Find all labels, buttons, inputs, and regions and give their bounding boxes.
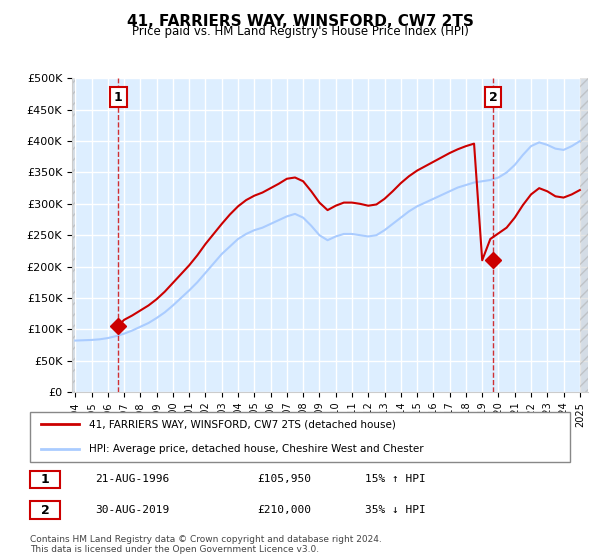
Bar (72, 78, 75, 392)
Text: 35% ↓ HPI: 35% ↓ HPI (365, 505, 425, 515)
Text: Price paid vs. HM Land Registry's House Price Index (HPI): Price paid vs. HM Land Registry's House … (131, 25, 469, 38)
Text: 30-AUG-2019: 30-AUG-2019 (95, 505, 169, 515)
Text: 41, FARRIERS WAY, WINSFORD, CW7 2TS: 41, FARRIERS WAY, WINSFORD, CW7 2TS (127, 14, 473, 29)
Text: 15% ↑ HPI: 15% ↑ HPI (365, 474, 425, 484)
FancyBboxPatch shape (30, 412, 570, 462)
Text: £210,000: £210,000 (257, 505, 311, 515)
FancyBboxPatch shape (30, 470, 60, 488)
Text: HPI: Average price, detached house, Cheshire West and Chester: HPI: Average price, detached house, Ches… (89, 445, 424, 454)
Text: 2: 2 (489, 91, 497, 104)
Text: Contains HM Land Registry data © Crown copyright and database right 2024.
This d: Contains HM Land Registry data © Crown c… (30, 535, 382, 554)
Text: 21-AUG-1996: 21-AUG-1996 (95, 474, 169, 484)
Bar (580, 78, 588, 392)
FancyBboxPatch shape (30, 501, 60, 519)
Text: £105,950: £105,950 (257, 474, 311, 484)
Text: 41, FARRIERS WAY, WINSFORD, CW7 2TS (detached house): 41, FARRIERS WAY, WINSFORD, CW7 2TS (det… (89, 419, 396, 429)
Text: 1: 1 (41, 473, 49, 486)
Text: 2: 2 (41, 503, 49, 516)
Text: 1: 1 (114, 91, 123, 104)
